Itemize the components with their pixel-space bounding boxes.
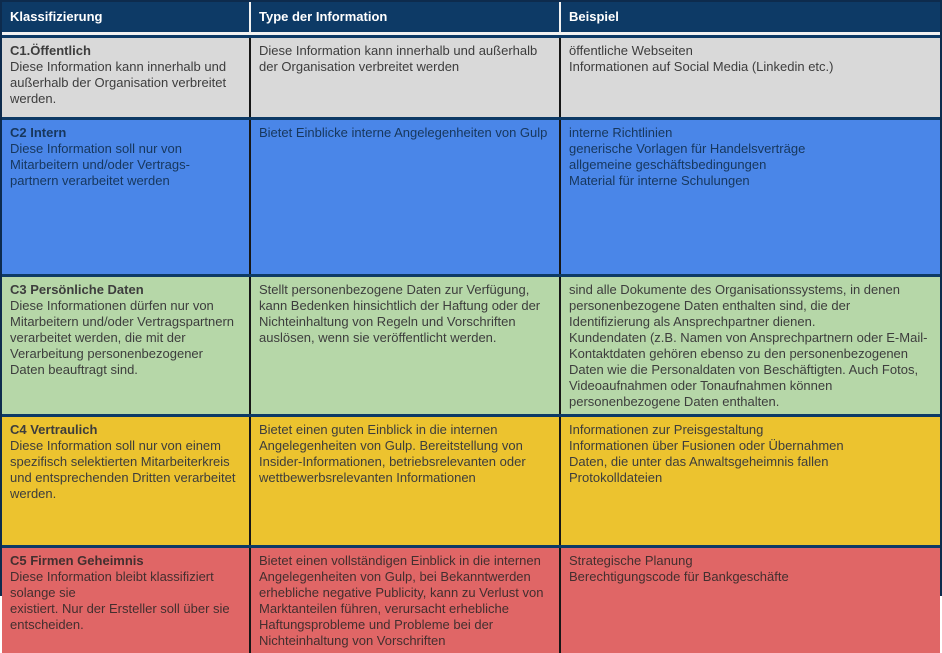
cell-beispiel: Strategische Planung Berechtigungscode f…	[569, 553, 789, 584]
cell-type-der-information: Bietet einen guten Einblick in die inter…	[251, 417, 561, 545]
cell-beispiel: interne Richtlinien generische Vorlagen …	[569, 125, 806, 188]
table-row-c1: C1.Öffentlich Diese Information kann inn…	[2, 35, 940, 117]
row-title: C2 Intern	[10, 125, 67, 140]
cell-type-der-information: Diese Information kann innerhalb und auß…	[251, 38, 561, 117]
cell-type-der-information: Stellt personenbezogene Daten zur Verfüg…	[251, 277, 561, 414]
cell-klassifizierung: C1.Öffentlich Diese Information kann inn…	[2, 38, 251, 117]
column-header-klassifizierung: Klassifizierung	[2, 2, 251, 32]
row-description: Diese Informationen dürfen nur von Mitar…	[10, 298, 235, 377]
row-title: C4 Vertraulich	[10, 422, 98, 437]
table-header-row: Klassifizierung Type der Information Bei…	[2, 2, 940, 35]
column-header-type-der-information: Type der Information	[251, 2, 561, 32]
cell-klassifizierung: C4 Vertraulich Diese Information soll nu…	[2, 417, 251, 545]
row-title: C5 Firmen Geheimnis	[10, 553, 144, 568]
cell-klassifizierung: C3 Persönliche Daten Diese Informationen…	[2, 277, 251, 414]
cell-beispiel: Informationen zur Preisgestaltung Inform…	[569, 422, 844, 485]
row-description: Diese Information kann innerhalb und auß…	[10, 59, 227, 106]
cell-type-der-information: Bietet Einblicke interne Angelegenheiten…	[251, 120, 561, 274]
cell-beispiel: öffentliche Webseiten Informationen auf …	[569, 43, 834, 74]
cell-beispiel: sind alle Dokumente des Organisationssys…	[569, 282, 928, 409]
row-description: Diese Information soll nur von einem spe…	[10, 438, 236, 501]
table-row-c5: C5 Firmen Geheimnis Diese Information bl…	[2, 545, 940, 653]
cell-klassifizierung: C5 Firmen Geheimnis Diese Information bl…	[2, 548, 251, 653]
row-description: Diese Information bleibt klassifiziert s…	[10, 569, 230, 632]
row-description: Diese Information soll nur von Mitarbeit…	[10, 141, 190, 188]
cell-type-der-information: Bietet einen vollständigen Einblick in d…	[251, 548, 561, 653]
table-row-c4: C4 Vertraulich Diese Information soll nu…	[2, 414, 940, 545]
cell-klassifizierung: C2 Intern Diese Information soll nur von…	[2, 120, 251, 274]
column-header-beispiel: Beispiel	[569, 9, 619, 24]
row-title: C1.Öffentlich	[10, 43, 91, 58]
table-row-c3: C3 Persönliche Daten Diese Informationen…	[2, 274, 940, 414]
table-row-c2: C2 Intern Diese Information soll nur von…	[2, 117, 940, 274]
row-title: C3 Persönliche Daten	[10, 282, 144, 297]
